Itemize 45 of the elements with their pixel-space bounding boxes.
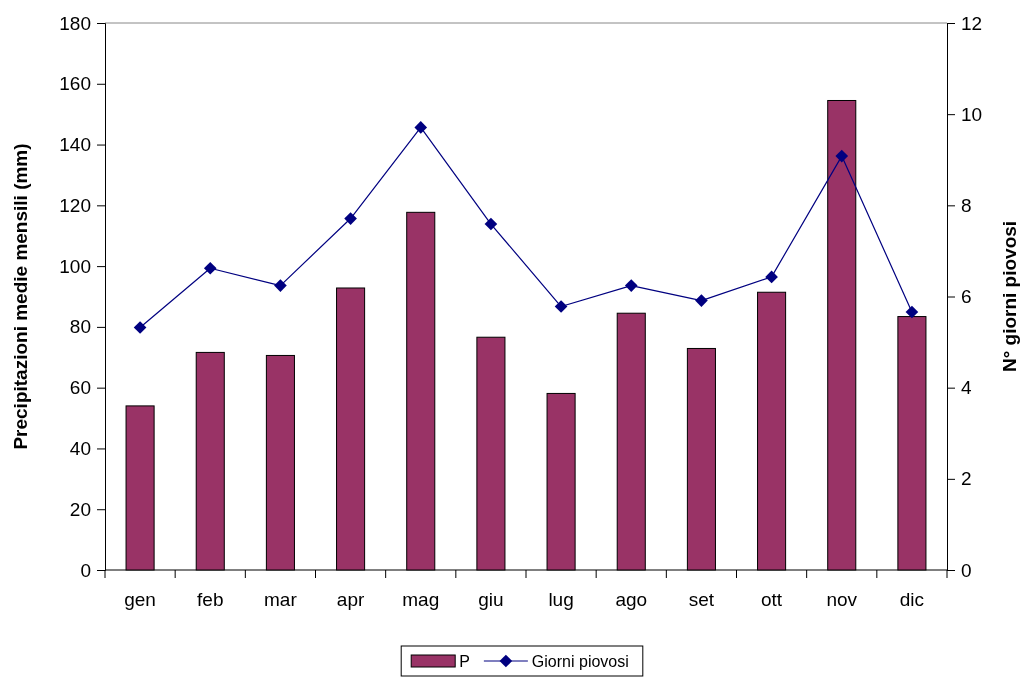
point (765, 270, 778, 284)
point (344, 212, 357, 225)
y-tick-label: 80 (69, 316, 91, 338)
point (274, 279, 287, 292)
x-tick-label: nov (826, 589, 858, 610)
point (835, 149, 849, 163)
y2-tick-label: 4 (961, 377, 972, 399)
point (203, 261, 217, 275)
y-tick-label: 60 (69, 377, 91, 399)
y-tick-label: 180 (59, 12, 91, 34)
y2-tick-label: 2 (961, 468, 972, 490)
x-tick-label: giu (478, 589, 504, 610)
y-tick-label: 40 (69, 438, 91, 460)
point (133, 321, 147, 334)
y-axis-title: Precipitazioni medie mensili (mm) (10, 143, 31, 450)
y2-tick-label: 6 (961, 286, 972, 308)
point (695, 294, 708, 307)
y-tick-label: 20 (69, 498, 91, 520)
y2-tick-label: 12 (961, 12, 983, 34)
point (624, 279, 638, 292)
y-tick-label: 120 (59, 194, 91, 216)
x-tick-label: set (688, 589, 715, 610)
y-tick-label: 0 (80, 559, 91, 581)
x-tick-label: ott (761, 589, 783, 610)
x-tick-label: mag (402, 589, 440, 610)
x-tick-label: dic (899, 589, 925, 610)
y2-tick-label: 8 (961, 194, 972, 216)
legend-label: P (459, 653, 470, 670)
point (414, 121, 428, 134)
x-tick-label: apr (336, 589, 365, 610)
point (905, 305, 919, 319)
x-tick-label: lug (548, 589, 574, 610)
point (484, 217, 498, 231)
y2-tick-label: 0 (961, 559, 972, 581)
y2-axis-title: N° giorni piovosi (999, 220, 1020, 373)
y-tick-label: 160 (59, 73, 91, 95)
y-tick-label: 140 (59, 134, 91, 156)
x-tick-label: ago (615, 589, 648, 610)
x-tick-label: mar (264, 589, 298, 610)
legend-label: Giorni piovosi (531, 653, 629, 670)
y-tick-label: 100 (59, 255, 91, 277)
x-tick-label: feb (197, 589, 224, 610)
point (554, 300, 568, 313)
x-tick-label: gen (124, 589, 156, 610)
y2-tick-label: 10 (961, 103, 983, 125)
